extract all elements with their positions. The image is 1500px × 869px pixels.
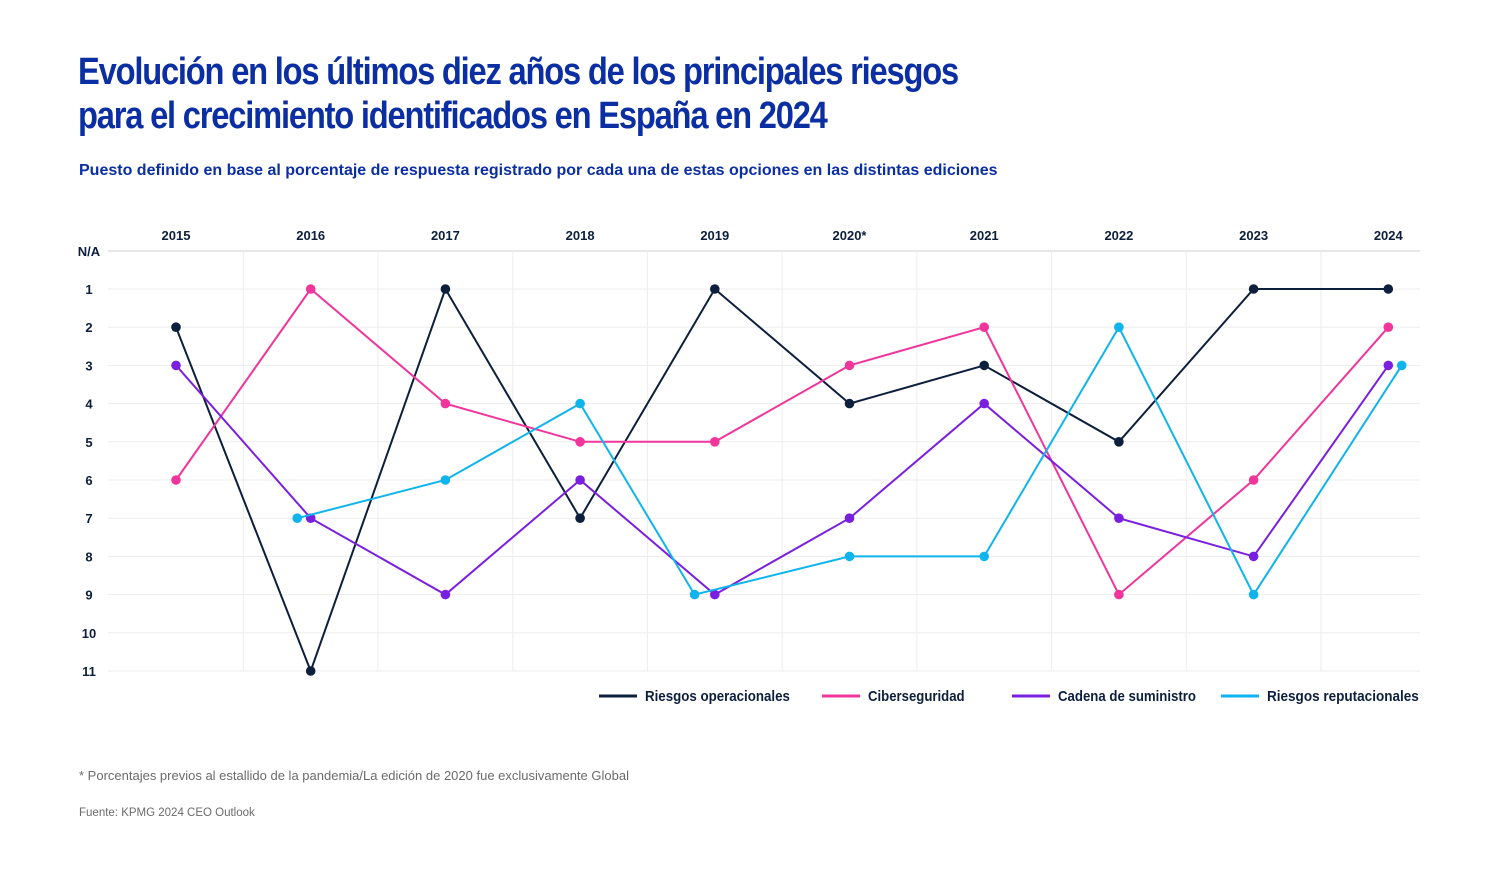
data-point <box>440 284 451 294</box>
data-point <box>844 551 855 562</box>
series-3 <box>292 322 1407 600</box>
x-tick-label: 2016 <box>296 228 325 243</box>
chart-series <box>171 284 1407 676</box>
legend-label: Cadena de suministro <box>1058 688 1196 705</box>
legend-label: Ciberseguridad <box>868 688 965 705</box>
data-point <box>1383 322 1394 332</box>
chart-grid <box>108 250 1420 672</box>
y-tick-label: 2 <box>85 320 92 335</box>
data-point <box>979 551 989 562</box>
data-point <box>440 475 451 485</box>
y-tick-label: 3 <box>85 358 92 373</box>
legend-label: Riesgos reputacionales <box>1267 688 1419 705</box>
data-point <box>1248 475 1259 485</box>
y-tick-label: 11 <box>82 664 96 679</box>
data-point <box>1383 284 1394 294</box>
data-point <box>171 475 181 485</box>
y-tick-label: 6 <box>85 473 92 488</box>
chart-title-line-1: Evolución en los últimos diez años de lo… <box>78 51 959 93</box>
x-tick-label: 2023 <box>1239 228 1268 243</box>
y-axis-labels: N/A 1 2 3 4 5 6 7 8 9 10 11 <box>78 244 101 679</box>
data-point <box>1114 589 1124 600</box>
data-point <box>710 284 720 294</box>
data-point <box>292 513 303 523</box>
data-point <box>575 513 585 523</box>
y-tick-label: 10 <box>82 626 96 641</box>
data-point <box>171 322 181 332</box>
x-tick-label: 2024 <box>1374 228 1404 243</box>
data-point <box>979 360 989 371</box>
data-point <box>844 360 855 371</box>
line-chart: 2015 2016 2017 2018 2019 2020* 2021 2022 2023 202… <box>78 228 1420 705</box>
data-point <box>305 284 316 294</box>
chart-title-line-2: para el crecimiento identificados en Esp… <box>78 95 828 137</box>
data-point <box>844 513 855 523</box>
x-tick-label: 2022 <box>1104 228 1133 243</box>
data-point <box>171 360 181 371</box>
x-tick-label: 2018 <box>566 228 595 243</box>
data-point <box>710 589 720 600</box>
y-tick-label: 4 <box>85 397 93 412</box>
data-point <box>844 398 855 409</box>
data-point <box>1248 589 1259 600</box>
data-point <box>689 589 700 600</box>
x-tick-label: 2020* <box>833 228 868 243</box>
x-tick-label: 2017 <box>431 228 460 243</box>
data-point <box>1248 284 1259 294</box>
series-2 <box>171 360 1394 600</box>
footnote: * Porcentajes previos al estallido de la… <box>79 768 629 783</box>
series-line <box>175 364 1390 596</box>
x-tick-label: 2015 <box>162 228 191 243</box>
data-point <box>979 322 989 332</box>
chart-legend: Riesgos operacionales Ciberseguridad Caden… <box>599 688 1419 705</box>
data-point <box>979 398 989 409</box>
y-tick-label: 9 <box>85 588 92 603</box>
data-point <box>575 437 585 447</box>
data-point <box>440 398 451 409</box>
y-tick-label: N/A <box>78 244 101 259</box>
data-point <box>575 398 585 409</box>
series-line <box>175 286 1389 674</box>
data-point <box>1114 437 1124 447</box>
x-tick-label: 2021 <box>970 228 999 243</box>
y-tick-label: 8 <box>85 549 92 564</box>
data-point <box>575 475 585 485</box>
data-point <box>710 437 720 447</box>
data-point <box>1114 513 1124 523</box>
data-point <box>1114 322 1124 332</box>
data-point <box>440 589 451 600</box>
data-point <box>1248 551 1259 562</box>
chart-subtitle: Puesto definido en base al porcentaje de… <box>79 162 998 179</box>
x-axis-labels: 2015 2016 2017 2018 2019 2020* 2021 2022 2023 202… <box>162 228 1404 243</box>
y-tick-label: 5 <box>85 435 92 450</box>
y-tick-label: 7 <box>85 511 92 526</box>
series-0 <box>171 284 1394 676</box>
x-tick-label: 2019 <box>700 228 729 243</box>
chart-title: Evolución en los últimos diez años de lo… <box>78 50 1024 138</box>
data-point <box>1396 360 1407 371</box>
y-tick-label: 1 <box>85 282 92 297</box>
data-point <box>1383 360 1394 371</box>
legend-label: Riesgos operacionales <box>645 688 790 705</box>
source-note: Fuente: KPMG 2024 CEO Outlook <box>79 807 255 819</box>
data-point <box>305 666 316 676</box>
